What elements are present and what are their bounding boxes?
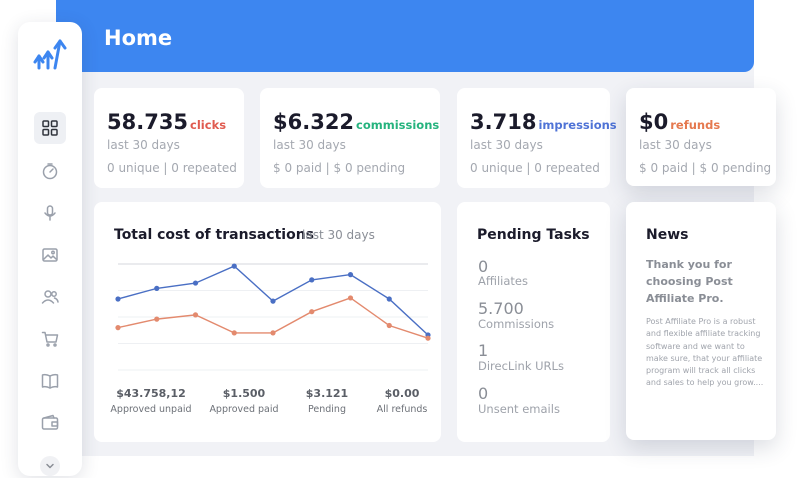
sidebar-scroll-down-button[interactable]	[40, 456, 60, 476]
transactions-title: Total cost of transactions	[114, 227, 315, 243]
sidebar-item-microphone[interactable]	[36, 199, 64, 227]
wallet-icon	[41, 414, 59, 430]
stat-value: 58.735	[107, 110, 189, 134]
page-title: Home	[104, 26, 173, 50]
chart-point[interactable]	[425, 335, 431, 341]
chart-point[interactable]	[270, 330, 276, 336]
users-icon	[41, 290, 59, 304]
chart-point[interactable]	[386, 322, 392, 329]
stat-label: clicks	[190, 118, 227, 132]
stat-detail: 0 unique | 0 repeated	[470, 161, 600, 175]
chart-point[interactable]	[115, 296, 121, 302]
summary-value: $3.121	[305, 387, 349, 400]
summary-label: Pending	[308, 404, 346, 415]
sidebar-item-stopwatch[interactable]	[36, 157, 64, 185]
stat-label: impressions	[538, 118, 617, 132]
chart-point[interactable]	[347, 272, 354, 278]
transactions-line-chart	[115, 263, 431, 371]
chart-point[interactable]	[115, 325, 121, 331]
logo-icon	[33, 38, 67, 78]
book-icon	[41, 373, 59, 389]
chart-point[interactable]	[347, 295, 354, 301]
stat-period: last 30 days	[639, 138, 712, 152]
stopwatch-icon	[42, 163, 58, 180]
sidebar-item-wallet[interactable]	[36, 409, 64, 437]
cart-icon	[41, 331, 59, 347]
page-header	[56, 0, 754, 72]
sidebar-item-dashboard[interactable]	[34, 112, 66, 144]
task-count: 0	[478, 384, 489, 403]
chart-point[interactable]	[231, 330, 237, 336]
chart-point[interactable]	[231, 263, 237, 269]
sidebar-item-image[interactable]	[36, 241, 64, 269]
task-label[interactable]: DirecLink URLs	[478, 359, 564, 373]
chart-point[interactable]	[154, 316, 160, 322]
news-card: News Thank you for choosing Post Affilia…	[626, 202, 776, 440]
task-label[interactable]: Unsent emails	[478, 402, 560, 416]
sidebar-item-book[interactable]	[36, 367, 64, 395]
image-icon	[42, 248, 58, 262]
chart-point[interactable]	[309, 277, 315, 283]
transactions-subtitle: last 30 days	[302, 228, 375, 242]
summary-label: Approved unpaid	[110, 404, 192, 415]
stat-card-commissions[interactable]: $6.322 commissions last 30 days $ 0 paid …	[260, 88, 440, 188]
stat-detail: 0 unique | 0 repeated	[107, 161, 237, 175]
summary-value: $43.758,12	[116, 387, 186, 400]
stat-value: $0	[639, 110, 669, 134]
summary-label: All refunds	[376, 404, 428, 415]
news-body: Post Affiliate Pro is a robust and flexi…	[646, 317, 764, 388]
stat-value: 3.718	[470, 110, 537, 134]
stat-detail: $ 0 paid | $ 0 pending	[273, 161, 406, 175]
pending-tasks-card: Pending Tasks 0 Affiliates 5.700 Commiss…	[457, 202, 610, 442]
stat-period: last 30 days	[470, 138, 543, 152]
sidebar-item-cart[interactable]	[36, 325, 64, 353]
sidebar-item-users[interactable]	[36, 283, 64, 311]
chart-point[interactable]	[386, 296, 392, 302]
summary-value: $1.500	[222, 387, 266, 400]
task-label[interactable]: Commissions	[478, 317, 555, 331]
sidebar	[18, 22, 82, 476]
stat-label: refunds	[670, 118, 721, 132]
task-count: 0	[478, 257, 489, 276]
stat-card-impressions[interactable]: 3.718 impressions last 30 days 0 unique |…	[457, 88, 617, 188]
news-title: News	[646, 227, 689, 243]
stat-card-clicks[interactable]: 58.735 clicks last 30 days 0 unique | 0 r…	[94, 88, 244, 188]
chart-point[interactable]	[309, 309, 315, 315]
chart-point[interactable]	[270, 298, 276, 304]
pending-tasks-title: Pending Tasks	[477, 227, 590, 243]
news-headline[interactable]: Thank you for choosing Post Affiliate Pr…	[646, 258, 733, 305]
transactions-card: Total cost of transactions last 30 days …	[94, 202, 441, 442]
task-count: 5.700	[478, 299, 524, 318]
task-count: 1	[478, 341, 489, 360]
stat-label: commissions	[356, 118, 440, 132]
task-label[interactable]: Affiliates	[478, 274, 528, 288]
summary-label: Approved paid	[209, 404, 279, 415]
stat-period: last 30 days	[107, 138, 180, 152]
chart-point[interactable]	[192, 312, 199, 318]
stat-detail: $ 0 paid | $ 0 pending	[639, 161, 772, 175]
summary-value: $0.00	[384, 387, 420, 400]
dashboard-grid-icon	[42, 120, 58, 136]
chart-point[interactable]	[192, 280, 199, 286]
stat-period: last 30 days	[273, 138, 346, 152]
chevron-down-icon	[46, 463, 54, 469]
stat-card-refunds[interactable]: $0 refunds last 30 days $ 0 paid | $ 0 pe…	[626, 88, 776, 186]
stat-value: $6.322	[273, 110, 355, 134]
chart-point[interactable]	[154, 285, 160, 291]
microphone-icon	[44, 205, 56, 221]
